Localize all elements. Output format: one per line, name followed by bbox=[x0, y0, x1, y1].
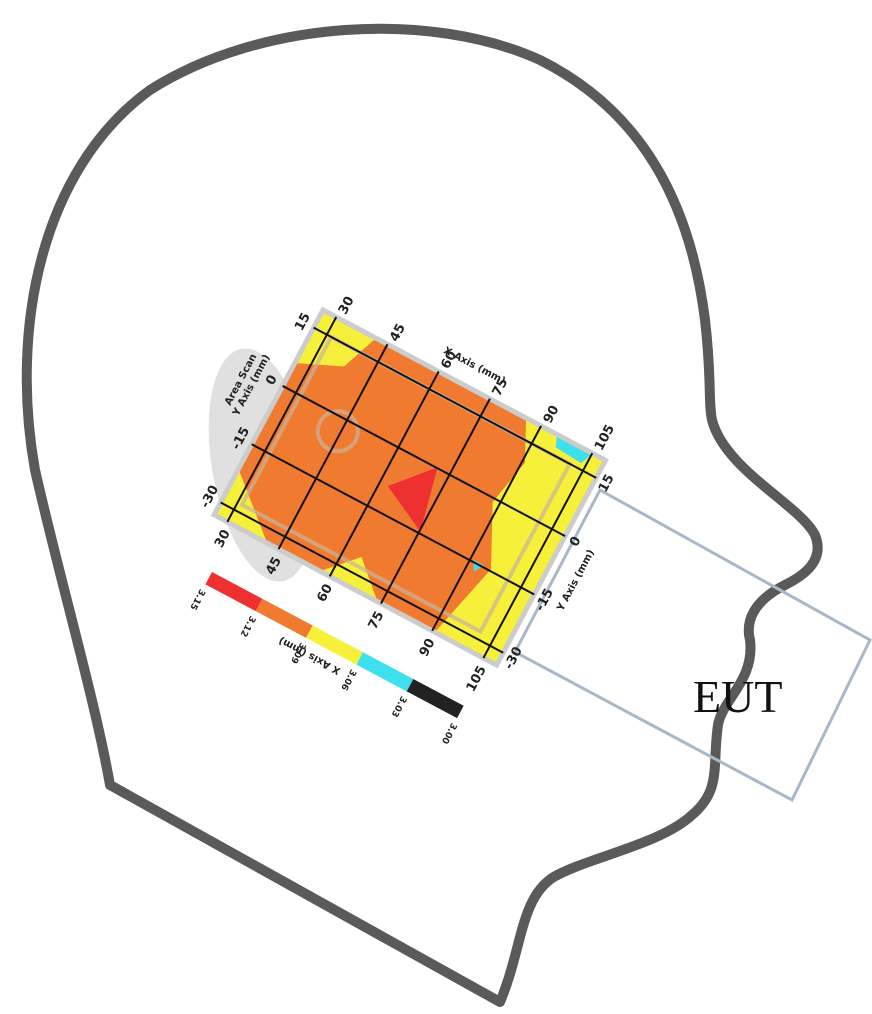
legend-swatch bbox=[255, 598, 313, 638]
heatmap-region bbox=[555, 434, 593, 464]
reference-circle bbox=[315, 409, 360, 454]
grid-line bbox=[251, 443, 535, 596]
legend-swatch bbox=[306, 625, 363, 665]
legend-swatch bbox=[205, 572, 263, 612]
legend-swatch bbox=[406, 679, 464, 719]
grid-line bbox=[220, 501, 504, 654]
grid-line bbox=[277, 343, 389, 550]
grid-line bbox=[328, 371, 440, 577]
grid-line bbox=[313, 326, 597, 479]
grid-line bbox=[282, 385, 566, 538]
eut-label: EUT bbox=[693, 671, 782, 722]
grid-line bbox=[226, 316, 338, 523]
grid-line bbox=[431, 425, 542, 632]
grid-line bbox=[482, 452, 594, 659]
scan-frame bbox=[210, 306, 609, 669]
legend-swatch bbox=[356, 652, 414, 692]
eut-outline bbox=[512, 487, 872, 803]
grid-line bbox=[380, 398, 491, 605]
heatmap-peak bbox=[387, 467, 438, 532]
